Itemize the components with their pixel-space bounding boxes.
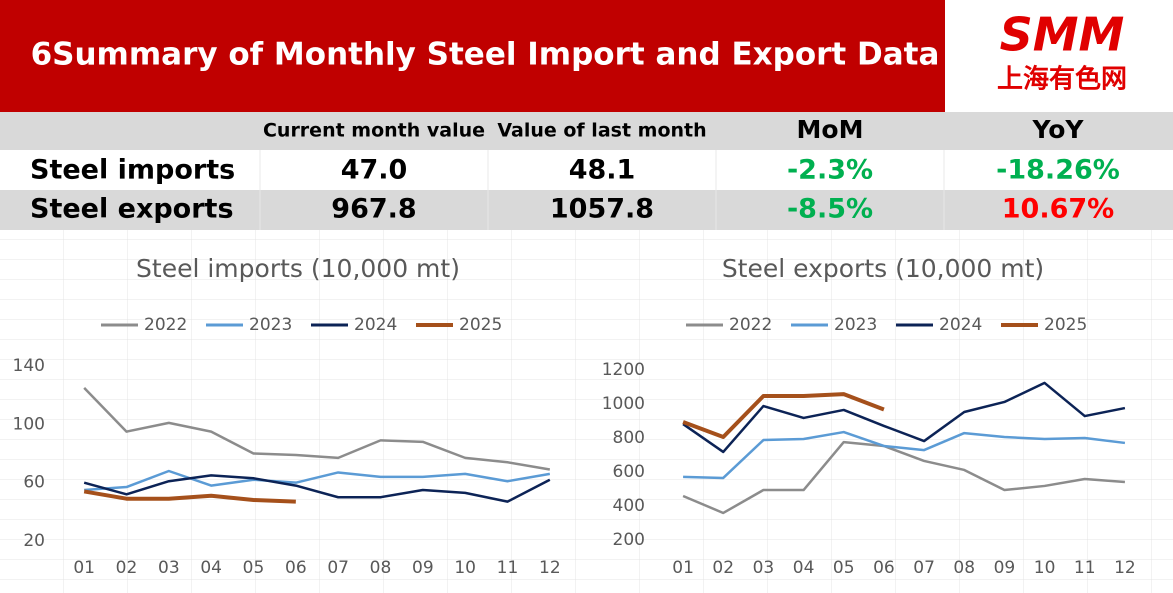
logo: SMM (1000, 8, 1125, 62)
series-line (682, 392, 885, 439)
x-tick-label: 03 (158, 558, 180, 578)
x-tick-label: 10 (1034, 558, 1056, 578)
cell: 48.1 (569, 155, 636, 186)
column-header: Current month value (263, 120, 485, 142)
legend-label: 2023 (249, 315, 292, 335)
y-tick-label: 1000 (602, 394, 645, 414)
y-tick-label: 1200 (602, 360, 645, 380)
table-lines (259, 150, 945, 230)
column-header: YoY (1031, 115, 1084, 144)
x-tick-label: 01 (73, 558, 95, 578)
cell: -18.26% (996, 155, 1120, 186)
x-tick-label: 12 (539, 558, 561, 578)
x-tick-label: 11 (497, 558, 519, 578)
x-tick-label: 09 (994, 558, 1016, 578)
column-header: Value of last month (497, 120, 706, 142)
x-tick-label: 12 (1114, 558, 1136, 578)
x-tick-label: 05 (833, 558, 855, 578)
cell: -8.5% (787, 194, 873, 225)
y-tick-label: 100 (13, 414, 45, 434)
legend-label: 2024 (939, 315, 982, 335)
x-tick-label: 04 (200, 558, 222, 578)
row-bg (0, 190, 1173, 230)
x-tick-label: 02 (712, 558, 734, 578)
x-tick-label: 06 (873, 558, 895, 578)
y-tick-label: 60 (23, 473, 45, 493)
x-tick-label: 04 (793, 558, 815, 578)
row-label: Steel imports (30, 155, 235, 186)
series-line (83, 387, 551, 471)
x-tick-label: 08 (370, 558, 392, 578)
x-tick-label: 10 (454, 558, 476, 578)
legend-label: 2022 (144, 315, 187, 335)
header-title: 6Summary of Monthly Steel Import and Exp… (31, 37, 940, 73)
x-tick-label: 07 (327, 558, 349, 578)
cell: 10.67% (1002, 194, 1114, 225)
legend-label: 2024 (354, 315, 397, 335)
cell: 967.8 (331, 194, 416, 225)
cell: -2.3% (787, 155, 873, 186)
y-tick-label: 20 (23, 531, 45, 551)
x-tick-label: 05 (243, 558, 265, 578)
logo-sub: 上海有色网 (997, 64, 1127, 95)
cell: 1057.8 (550, 194, 654, 225)
y-tick-label: 800 (613, 428, 645, 448)
series-line (84, 469, 551, 492)
x-tick-label: 06 (285, 558, 307, 578)
sheet-grid (0, 230, 1173, 593)
series-line (682, 381, 1126, 454)
header-band (0, 0, 945, 112)
cell: 47.0 (341, 155, 408, 186)
x-tick-label: 07 (913, 558, 935, 578)
x-tick-label: 03 (753, 558, 775, 578)
series-line (83, 489, 296, 504)
chart-title: Steel exports (10,000 mt) (722, 254, 1044, 283)
row-label: Steel exports (30, 194, 234, 225)
legend-label: 2025 (459, 315, 502, 335)
series-line (683, 430, 1126, 480)
chart-title: Steel imports (10,000 mt) (136, 254, 460, 283)
x-tick-label: 01 (672, 558, 694, 578)
legend-label: 2022 (729, 315, 772, 335)
series-line (83, 474, 551, 503)
y-tick-label: 140 (13, 356, 45, 376)
y-tick-label: 600 (613, 462, 645, 482)
x-tick-label: 09 (412, 558, 434, 578)
y-tick-label: 400 (613, 496, 645, 516)
x-tick-label: 11 (1074, 558, 1096, 578)
y-tick-label: 200 (613, 530, 645, 550)
column-header: MoM (797, 115, 864, 144)
legend-label: 2023 (834, 315, 877, 335)
x-tick-label: 08 (953, 558, 975, 578)
legend-label: 2025 (1044, 315, 1087, 335)
series-line (682, 440, 1126, 515)
x-tick-label: 02 (116, 558, 138, 578)
table-head-bg (0, 112, 1173, 150)
